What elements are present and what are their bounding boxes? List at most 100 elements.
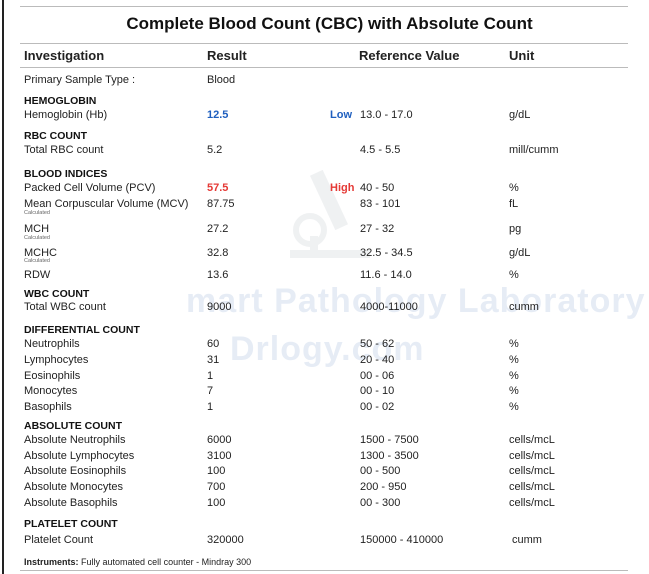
test-result: 13.6	[207, 269, 229, 281]
reference-range: 83 - 101	[360, 198, 401, 210]
watermark-website: Drlogy.com	[230, 330, 425, 368]
header-investigation: Investigation	[24, 48, 105, 63]
row-monocytes: Monocytes 7 00 - 10 %	[0, 384, 649, 398]
test-result: 1	[207, 370, 214, 382]
header-result: Result	[207, 48, 247, 63]
test-result: 1	[207, 401, 214, 413]
unit: cells/mcL	[509, 450, 555, 462]
row-absolute-eosinophils: Absolute Eosinophils 100 00 - 500 cells/…	[0, 464, 649, 478]
instruments-note: Instruments: Fully automated cell counte…	[24, 557, 251, 567]
test-result: 31	[207, 354, 220, 366]
test-result: 27.2	[207, 223, 229, 235]
bottom-rule	[20, 570, 628, 571]
unit: %	[509, 338, 519, 350]
section-differential-count: DIFFERENTIAL COUNT	[24, 324, 140, 336]
test-result: 700	[207, 481, 226, 493]
row-neutrophils: Neutrophils 60 50 - 62 %	[0, 337, 649, 351]
header-reference: Reference Value	[359, 48, 460, 63]
instruments-label: Instruments:	[24, 557, 79, 567]
test-name: MCH	[24, 223, 50, 235]
reference-range: 200 - 950	[360, 481, 407, 493]
test-result: 12.5	[207, 109, 229, 121]
primary-sample-row: Primary Sample Type : Blood	[0, 73, 649, 87]
row-mchc: MCHC 32.8 32.5 - 34.5 g/dL	[0, 246, 649, 260]
row-basophils: Basophils 1 00 - 02 %	[0, 400, 649, 414]
unit: cumm	[512, 534, 542, 546]
top-rule	[20, 6, 628, 7]
test-name: RDW	[24, 269, 51, 281]
row-absolute-monocytes: Absolute Monocytes 700 200 - 950 cells/m…	[0, 480, 649, 494]
report-title: Complete Blood Count (CBC) with Absolute…	[126, 14, 533, 33]
section-absolute-count: ABSOLUTE COUNT	[24, 420, 122, 432]
reference-range: 27 - 32	[360, 223, 395, 235]
test-result: 3100	[207, 450, 232, 462]
reference-range: 150000 - 410000	[360, 534, 444, 546]
reference-range: 00 - 06	[360, 370, 395, 382]
microscope-watermark-icon	[290, 169, 370, 258]
unit: %	[509, 401, 519, 413]
unit: cumm	[509, 301, 539, 313]
row-total-rbc: Total RBC count 5.2 4.5 - 5.5 mill/cumm	[0, 143, 649, 157]
reference-range: 1500 - 7500	[360, 434, 419, 446]
test-name: Absolute Neutrophils	[24, 434, 126, 446]
reference-range: 00 - 10	[360, 385, 395, 397]
test-name: Absolute Eosinophils	[24, 465, 127, 477]
reference-range: 00 - 02	[360, 401, 395, 413]
page-left-border	[2, 0, 4, 574]
instruments-text: Fully automated cell counter - Mindray 3…	[81, 557, 252, 567]
row-total-wbc: Total WBC count 9000 4000-11000 cumm	[0, 300, 649, 314]
row-absolute-neutrophils: Absolute Neutrophils 6000 1500 - 7500 ce…	[0, 433, 649, 447]
reference-range: 00 - 300	[360, 497, 401, 509]
test-result: 9000	[207, 301, 232, 313]
test-name: Neutrophils	[24, 338, 80, 350]
row-absolute-basophils: Absolute Basophils 100 00 - 300 cells/mc…	[0, 496, 649, 510]
unit: cells/mcL	[509, 434, 555, 446]
reference-range: 32.5 - 34.5	[360, 247, 413, 259]
test-result: 5.2	[207, 144, 223, 156]
reference-range: 13.0 - 17.0	[360, 109, 413, 121]
test-name: Lymphocytes	[24, 354, 89, 366]
test-name: Basophils	[24, 401, 72, 413]
reference-range: 4.5 - 5.5	[360, 144, 401, 156]
watermark-lab-name: mart Pathology Laboratory	[186, 282, 646, 320]
unit: %	[509, 385, 519, 397]
row-lymphocytes: Lymphocytes 31 20 - 40 %	[0, 353, 649, 367]
test-name: Absolute Monocytes	[24, 481, 124, 493]
primary-sample-label: Primary Sample Type :	[24, 74, 136, 86]
unit: %	[509, 182, 519, 194]
row-mch: MCH 27.2 27 - 32 pg	[0, 222, 649, 236]
reference-range: 1300 - 3500	[360, 450, 419, 462]
test-name: Monocytes	[24, 385, 78, 397]
test-name: Hemoglobin (Hb)	[24, 109, 108, 121]
row-eosinophils: Eosinophils 1 00 - 06 %	[0, 369, 649, 383]
test-name: Absolute Basophils	[24, 497, 118, 509]
reference-range: 40 - 50	[360, 182, 395, 194]
title-divider	[20, 43, 628, 44]
row-rdw: RDW 13.6 11.6 - 14.0 %	[0, 268, 649, 282]
section-rbc-count: RBC COUNT	[24, 130, 87, 142]
test-name: Total WBC count	[24, 301, 106, 313]
high-flag: High	[330, 182, 355, 194]
section-hemoglobin: HEMOGLOBIN	[24, 95, 97, 107]
unit: cells/mcL	[509, 481, 555, 493]
unit: pg	[509, 223, 522, 235]
row-pcv: Packed Cell Volume (PCV) 57.5 High 40 - …	[0, 181, 649, 195]
unit: g/dL	[509, 109, 531, 121]
unit: %	[509, 370, 519, 382]
reference-range: 00 - 500	[360, 465, 401, 477]
unit: %	[509, 354, 519, 366]
test-result: 32.8	[207, 247, 229, 259]
test-name: MCHC	[24, 247, 57, 259]
test-name: Packed Cell Volume (PCV)	[24, 182, 156, 194]
header-divider	[20, 67, 628, 68]
row-platelet-count: Platelet Count 320000 150000 - 410000 cu…	[0, 533, 649, 547]
test-result: 87.75	[207, 198, 235, 210]
row-absolute-lymphocytes: Absolute Lymphocytes 3100 1300 - 3500 ce…	[0, 449, 649, 463]
primary-sample-value: Blood	[207, 74, 236, 86]
row-hemoglobin: Hemoglobin (Hb) 12.5 Low 13.0 - 17.0 g/d…	[0, 108, 649, 122]
test-result: 6000	[207, 434, 232, 446]
section-blood-indices: BLOOD INDICES	[24, 168, 108, 180]
unit: cells/mcL	[509, 465, 555, 477]
test-result: 7	[207, 385, 214, 397]
test-name: Absolute Lymphocytes	[24, 450, 135, 462]
